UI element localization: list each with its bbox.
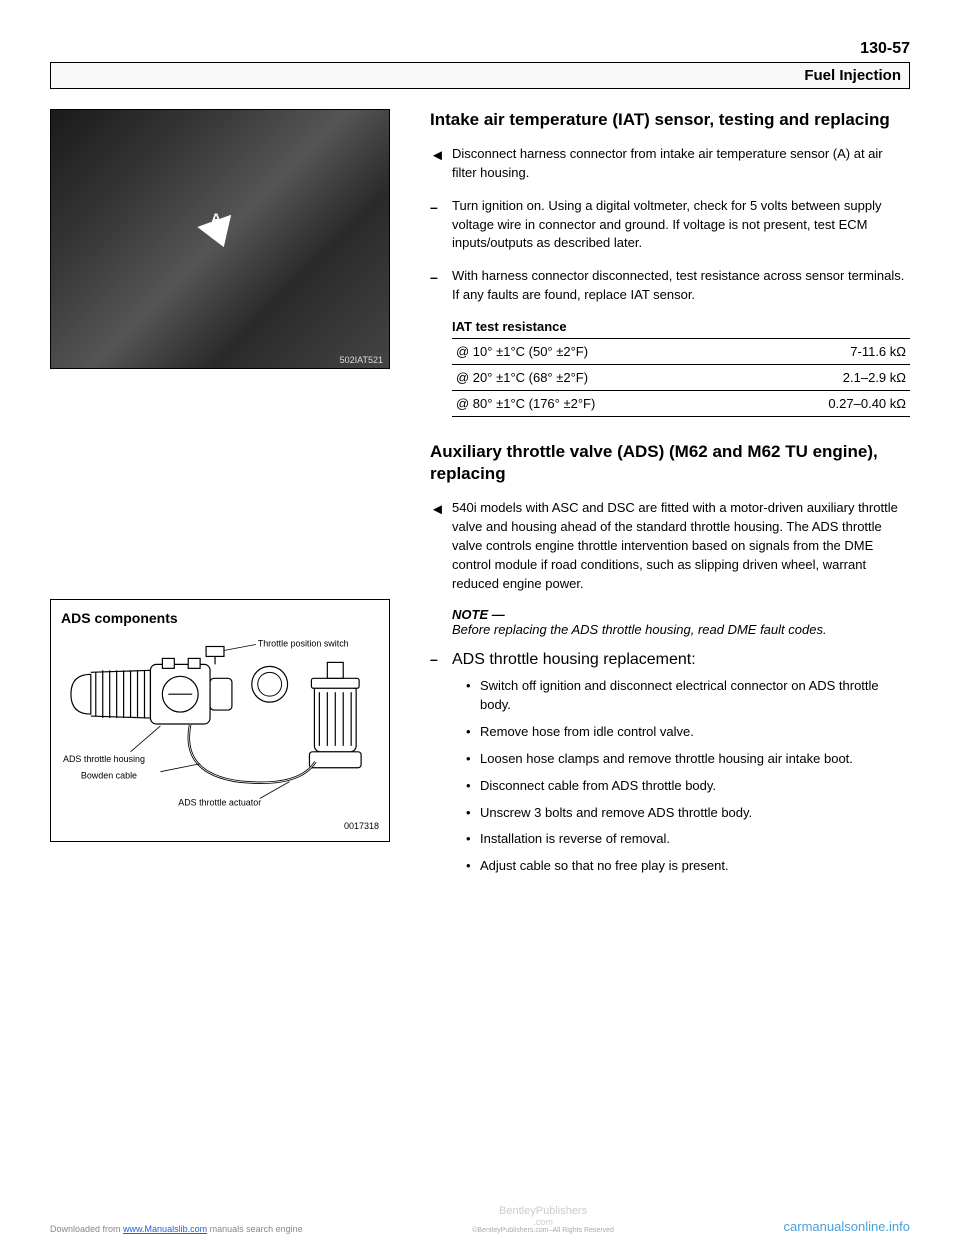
dash-icon: – xyxy=(430,651,452,669)
footer-center: BentleyPublishers .com ©BentleyPublisher… xyxy=(472,1205,614,1234)
bullet-icon: • xyxy=(466,830,480,849)
list-item: •Disconnect cable from ADS throttle body… xyxy=(466,777,910,796)
diagram-label-bowden: Bowden cable xyxy=(81,771,137,781)
note-text: Before replacing the ADS throttle housin… xyxy=(452,622,910,637)
table-cell-cond: @ 80° ±1°C (176° ±2°F) xyxy=(452,391,742,417)
iat-heading: Intake air temperature (IAT) sensor, tes… xyxy=(430,109,910,131)
list-intro: ADS throttle housing replacement: xyxy=(452,651,696,669)
table-row: @ 10° ±1°C (50° ±2°F) 7-11.6 kΩ xyxy=(452,339,910,365)
list-item: •Unscrew 3 bolts and remove ADS throttle… xyxy=(466,804,910,823)
page-header: 130-57 xyxy=(50,40,910,58)
note-label: NOTE — xyxy=(452,607,910,622)
engine-photo: A 502IAT521 xyxy=(50,109,390,369)
photo-marker-label: A xyxy=(211,210,221,226)
list-item: •Installation is reverse of removal. xyxy=(466,830,910,849)
iat-para-3: – With harness connector disconnected, t… xyxy=(430,267,910,305)
table-cell-cond: @ 10° ±1°C (50° ±2°F) xyxy=(452,339,742,365)
table-cell-val: 2.1–2.9 kΩ xyxy=(742,365,910,391)
list-intro-row: – ADS throttle housing replacement: xyxy=(430,651,910,669)
diagram-title: ADS components xyxy=(61,610,379,626)
footer-right[interactable]: carmanualsonline.info xyxy=(784,1219,910,1234)
ads-components-svg: Throttle position switch ADS throttle ho… xyxy=(61,634,379,814)
table-row: @ 80° ±1°C (176° ±2°F) 0.27–0.40 kΩ xyxy=(452,391,910,417)
table-title: IAT test resistance xyxy=(452,319,910,334)
bullet-icon: • xyxy=(466,777,480,796)
iat-para-1: ◄ Disconnect harness connector from inta… xyxy=(430,145,910,183)
diagram-reference: 0017318 xyxy=(61,821,379,831)
section-title: Fuel Injection xyxy=(804,67,901,84)
bullet-icon: • xyxy=(466,677,480,715)
diagram-label-actuator: ADS throttle actuator xyxy=(178,797,261,807)
table-cell-val: 7-11.6 kΩ xyxy=(742,339,910,365)
list-item: •Loosen hose clamps and remove throttle … xyxy=(466,750,910,769)
ads-para-1: ◄ 540i models with ASC and DSC are fitte… xyxy=(430,499,910,593)
ads-heading: Auxiliary throttle valve (ADS) (M62 and … xyxy=(430,441,910,485)
page-footer: Downloaded from www.Manualslib.com manua… xyxy=(0,1205,960,1234)
bullet-list: •Switch off ignition and disconnect elec… xyxy=(452,677,910,876)
dash-icon: – xyxy=(430,267,452,305)
pointer-icon: ◄ xyxy=(430,145,452,183)
ads-diagram: ADS components xyxy=(50,599,390,842)
list-item: •Adjust cable so that no free play is pr… xyxy=(466,857,910,876)
page-number: 130-57 xyxy=(860,40,910,57)
list-item: •Switch off ignition and disconnect elec… xyxy=(466,677,910,715)
section-title-box: Fuel Injection xyxy=(50,62,910,89)
footer-link[interactable]: www.Manualslib.com xyxy=(123,1224,207,1234)
list-item: •Remove hose from idle control valve. xyxy=(466,723,910,742)
table-cell-val: 0.27–0.40 kΩ xyxy=(742,391,910,417)
table-row: @ 20° ±1°C (68° ±2°F) 2.1–2.9 kΩ xyxy=(452,365,910,391)
bullet-icon: • xyxy=(466,750,480,769)
diagram-label-tps: Throttle position switch xyxy=(258,638,349,648)
resistance-table: @ 10° ±1°C (50° ±2°F) 7-11.6 kΩ @ 20° ±1… xyxy=(452,338,910,417)
iat-para-2: – Turn ignition on. Using a digital volt… xyxy=(430,197,910,254)
footer-left: Downloaded from www.Manualslib.com manua… xyxy=(50,1224,303,1234)
table-cell-cond: @ 20° ±1°C (68° ±2°F) xyxy=(452,365,742,391)
bullet-icon: • xyxy=(466,723,480,742)
bullet-icon: • xyxy=(466,857,480,876)
photo-reference: 502IAT521 xyxy=(340,355,383,365)
note-block: NOTE — Before replacing the ADS throttle… xyxy=(452,607,910,637)
pointer-icon: ◄ xyxy=(430,499,452,593)
bullet-icon: • xyxy=(466,804,480,823)
dash-icon: – xyxy=(430,197,452,254)
diagram-label-housing: ADS throttle housing xyxy=(63,754,145,764)
